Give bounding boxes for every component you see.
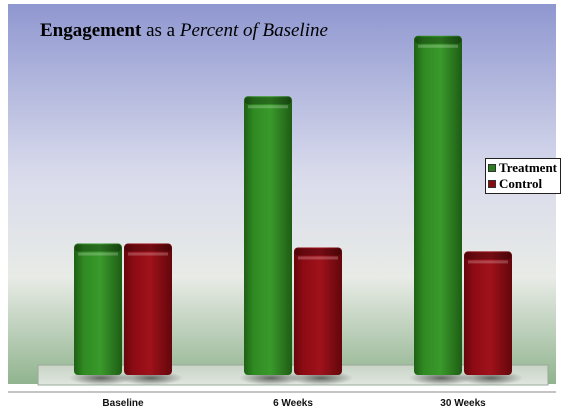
chart-title-bold: Engagement — [40, 20, 142, 41]
x-tick-label-baseline: Baseline — [102, 398, 144, 409]
bar-control-6-weeks — [294, 247, 342, 375]
legend-label-control: Control — [499, 176, 543, 191]
bar-treatment-30-weeks — [414, 35, 462, 375]
bar-body-control-baseline — [124, 243, 172, 375]
chart-title-italic: Percent of Baseline — [179, 20, 328, 41]
legend-label-treatment: Treatment — [499, 160, 557, 175]
legend-swatch-control — [488, 180, 496, 188]
bar-highlight-control-baseline — [128, 252, 168, 256]
bar-body-treatment-6-weeks — [244, 96, 292, 376]
bar-cap-treatment-30-weeks — [415, 36, 461, 44]
x-tick-labels: Baseline 6 Weeks 30 Weeks — [102, 398, 486, 409]
bar-treatment-6-weeks — [244, 96, 292, 376]
bar-cap-treatment-6-weeks — [245, 97, 291, 105]
chart-title: Engagement as a Percent of Baseline — [40, 20, 328, 42]
bar-cap-control-30-weeks — [465, 252, 511, 260]
bar-highlight-treatment-30-weeks — [418, 44, 458, 48]
bar-body-control-6-weeks — [294, 247, 342, 375]
bar-control-30-weeks — [464, 251, 512, 375]
bar-treatment-baseline — [74, 243, 122, 375]
legend-item-treatment: Treatment — [488, 160, 557, 176]
x-tick-label-6-weeks: 6 Weeks — [273, 398, 313, 409]
legend-swatch-treatment — [488, 164, 496, 172]
bar-control-baseline — [124, 243, 172, 375]
chart-title-plain: as a — [141, 20, 180, 41]
bar-body-treatment-baseline — [74, 243, 122, 375]
legend: Treatment Control — [485, 158, 561, 194]
x-tick-label-30-weeks: 30 Weeks — [440, 398, 486, 409]
bar-cap-control-6-weeks — [295, 248, 341, 256]
bar-body-control-30-weeks — [464, 251, 512, 375]
bar-cap-treatment-baseline — [75, 244, 121, 252]
bar-highlight-control-30-weeks — [468, 260, 508, 264]
bar-highlight-treatment-baseline — [78, 252, 118, 256]
bar-cap-control-baseline — [125, 244, 171, 252]
bar-body-treatment-30-weeks — [414, 35, 462, 375]
legend-item-control: Control — [488, 176, 557, 192]
bar-highlight-treatment-6-weeks — [248, 105, 288, 109]
bar-highlight-control-6-weeks — [298, 256, 338, 260]
bars-group — [74, 35, 512, 376]
